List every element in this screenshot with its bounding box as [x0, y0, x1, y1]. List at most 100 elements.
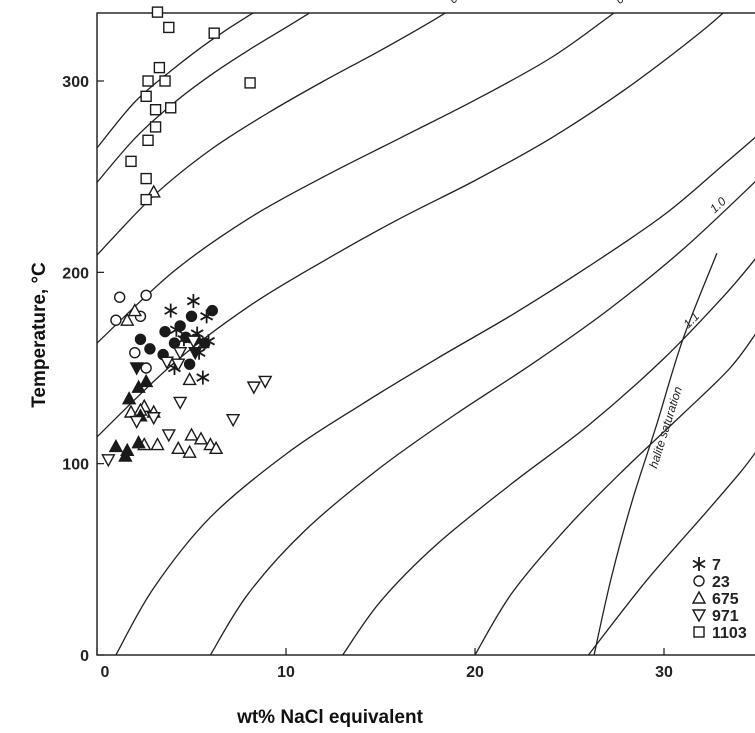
data-point-triangle-up	[182, 444, 197, 458]
curve-label: 0.9	[613, 0, 635, 7]
data-point-square	[165, 102, 177, 114]
legend-symbol-asterisk	[692, 557, 706, 571]
data-point-square	[140, 172, 152, 185]
legend-label: 7	[712, 557, 721, 574]
data-point-triangle-down	[159, 356, 175, 370]
data-point-square	[244, 77, 256, 89]
data-point-circle	[140, 289, 152, 301]
x-tick-label: 10	[277, 664, 295, 681]
data-point-filled-triangle-down	[129, 362, 144, 376]
asterisk-stroke	[692, 559, 706, 569]
density-curve	[474, 333, 755, 655]
asterisk-stroke	[200, 312, 214, 321]
data-point-triangle-up	[127, 303, 142, 317]
legend-symbol-square	[693, 626, 705, 638]
data-point-square	[208, 27, 220, 39]
plot-frame	[96, 12, 755, 656]
y-tick-label: 0	[80, 648, 89, 665]
x-tick-label: 0	[101, 664, 110, 681]
legend-label: 971	[712, 608, 739, 625]
data-point-filled-triangle-up	[108, 438, 124, 453]
curve-label: 1.0	[707, 194, 729, 216]
y-axis-title: Temperature, °C	[29, 262, 50, 408]
y-tick-label: 200	[62, 265, 89, 282]
density-curve	[97, 13, 255, 149]
data-point-triangle-down	[258, 375, 273, 389]
data-point-filled-circle	[144, 343, 156, 355]
asterisk-stroke	[164, 306, 178, 315]
curve-label: 0.8	[447, 0, 469, 6]
data-point-asterisk	[196, 370, 210, 385]
data-point-filled-triangle-up	[121, 391, 137, 405]
data-point-triangle-up	[184, 427, 199, 441]
data-point-filled-circle	[159, 325, 171, 338]
density-curve	[209, 181, 755, 655]
data-point-triangle-down	[146, 412, 161, 426]
data-point-triangle-up	[208, 440, 224, 455]
curve-label: 1.1	[680, 309, 702, 331]
data-point-filled-triangle-down	[188, 346, 203, 361]
data-point-square	[142, 75, 154, 87]
data-point-asterisk	[186, 294, 200, 309]
legend-label: 1103	[712, 625, 747, 642]
data-point-triangle-up	[120, 312, 135, 326]
y-tick-label: 100	[62, 457, 89, 474]
data-point-square	[163, 21, 175, 34]
data-point-triangle-up	[171, 440, 186, 455]
data-point-square	[142, 134, 154, 147]
density-curve	[342, 258, 755, 655]
density-curve	[115, 136, 755, 655]
data-point-square	[159, 75, 171, 87]
data-point-triangle-up	[182, 372, 197, 386]
x-tick-label: 20	[466, 664, 484, 681]
data-point-triangle-up	[193, 431, 209, 445]
density-curve	[97, 13, 311, 183]
legend-symbol-triangle-down	[691, 609, 707, 623]
data-point-triangle-down	[186, 335, 201, 349]
data-points	[101, 6, 273, 468]
data-point-filled-circle	[199, 337, 211, 349]
density-curve	[97, 13, 615, 344]
data-point-filled-circle	[183, 358, 196, 370]
halite-saturation-curve	[593, 252, 718, 655]
data-point-square	[151, 6, 164, 18]
data-point-asterisk	[164, 303, 178, 318]
data-point-triangle-down	[246, 381, 262, 395]
asterisk-stroke	[190, 329, 204, 338]
data-point-triangle-down	[171, 358, 186, 372]
data-point-filled-circle	[168, 337, 181, 349]
data-point-triangle-down	[129, 415, 144, 430]
y-tick-label: 300	[62, 74, 89, 91]
data-point-square	[140, 90, 152, 103]
data-point-triangle-down	[172, 346, 188, 361]
data-point-filled-triangle-up	[131, 435, 146, 449]
x-tick-label: 30	[655, 664, 673, 681]
data-point-square	[149, 103, 162, 116]
data-point-circle	[129, 346, 141, 359]
legend-symbol-circle	[693, 575, 705, 587]
density-curve	[587, 452, 755, 655]
density-curve	[97, 13, 725, 438]
data-point-filled-circle	[134, 333, 147, 345]
asterisk-stroke	[186, 296, 200, 306]
data-point-square	[125, 155, 137, 168]
data-point-triangle-down	[225, 413, 241, 428]
data-point-circle	[110, 314, 122, 326]
data-point-triangle-down	[161, 429, 176, 443]
halite-saturation-label: halite saturation	[646, 385, 685, 470]
data-point-filled-triangle-up	[138, 373, 154, 388]
data-point-triangle-up	[150, 437, 165, 451]
density-curves	[97, 13, 755, 655]
legend-symbol-triangle-up	[691, 590, 707, 604]
legend-label: 23	[712, 574, 730, 591]
data-point-triangle-down	[172, 396, 188, 410]
asterisk-stroke	[196, 373, 210, 382]
data-point-triangle-down	[101, 454, 116, 468]
data-point-filled-circle	[185, 310, 198, 323]
data-point-square	[149, 121, 162, 133]
data-point-filled-circle	[206, 304, 218, 317]
